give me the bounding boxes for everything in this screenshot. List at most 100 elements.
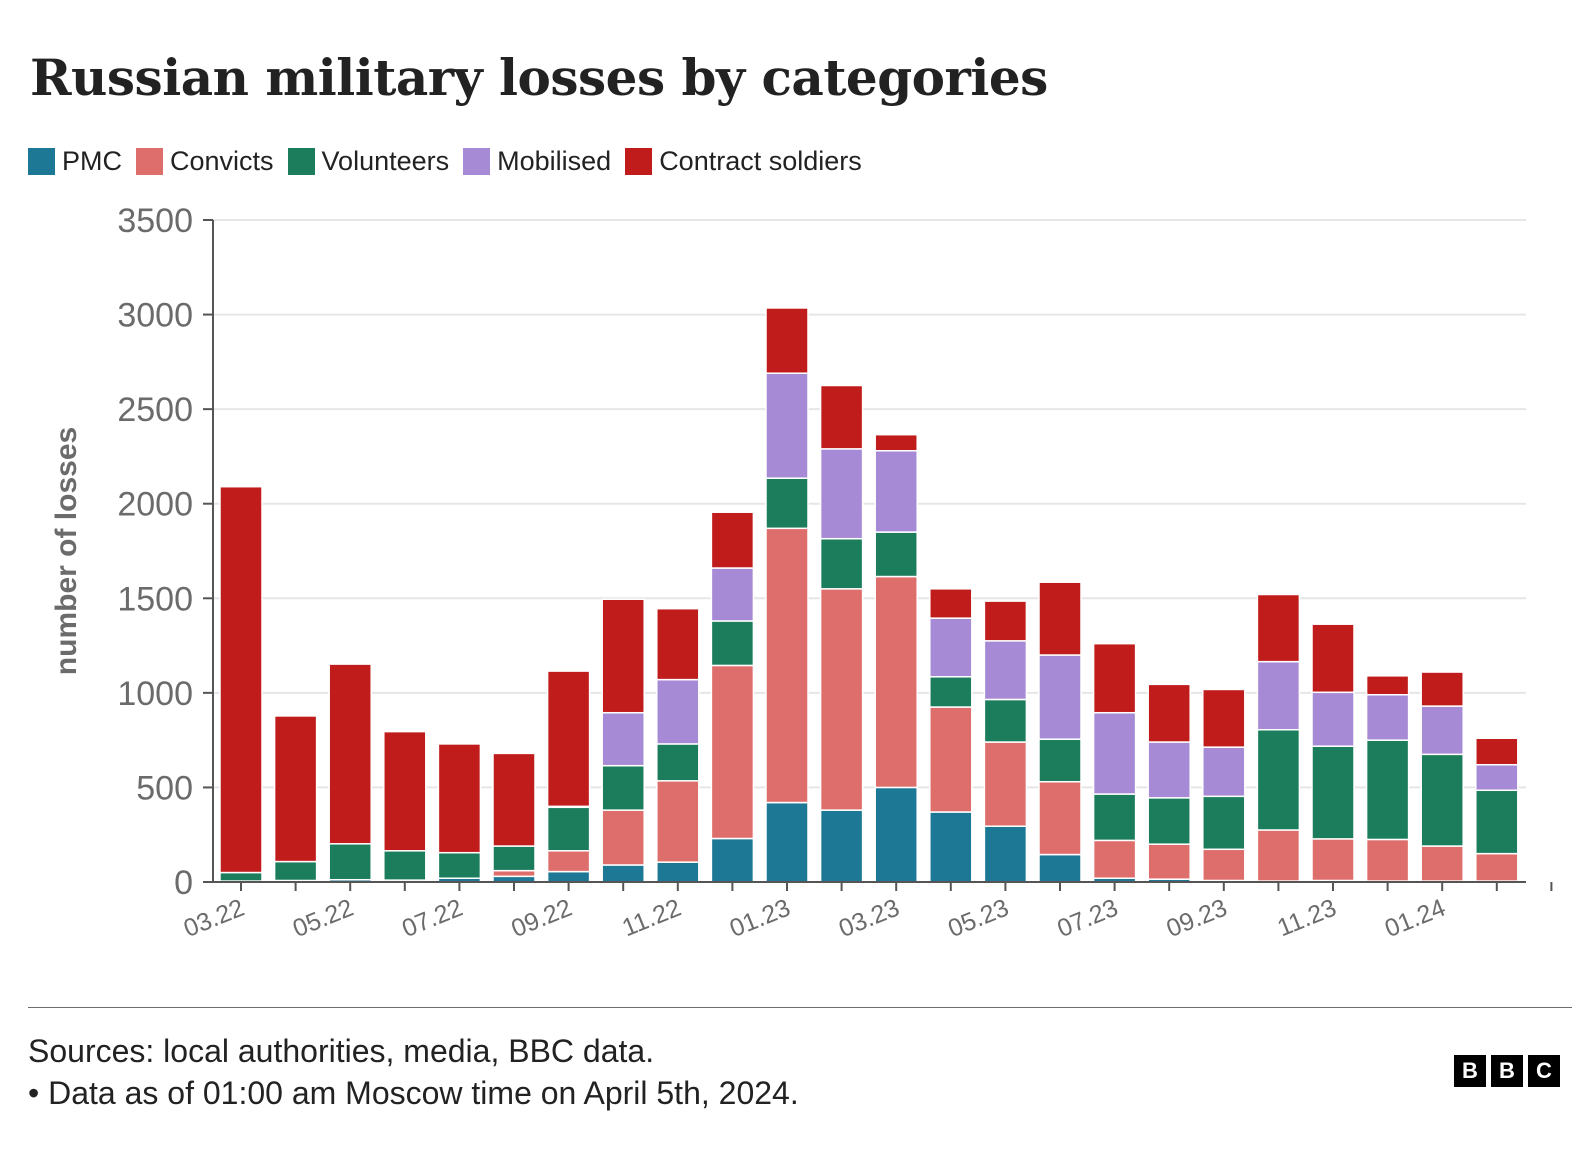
bar-segment-contract-soldiers bbox=[492, 752, 536, 847]
bar-segment-volunteers bbox=[1092, 793, 1137, 842]
bar-segment-convicts bbox=[1420, 845, 1464, 882]
legend-label-contract-soldiers: Contract soldiers bbox=[659, 146, 862, 176]
bar-segment-contract-soldiers bbox=[601, 598, 645, 714]
bar-segment-volunteers bbox=[546, 806, 591, 852]
bar-segment-mobilised bbox=[1147, 741, 1191, 799]
bar-segment-pmc bbox=[765, 801, 809, 883]
x-tick-label: 05.23 bbox=[944, 894, 1012, 943]
bbc-logo-letter: C bbox=[1528, 1055, 1560, 1087]
bar-segment-volunteers bbox=[328, 843, 372, 881]
bar-segment-volunteers bbox=[983, 698, 1028, 743]
bar-segment-contract-soldiers bbox=[1038, 581, 1082, 656]
bar-segment-volunteers bbox=[1420, 753, 1464, 847]
bbc-logo-letter: B bbox=[1491, 1055, 1523, 1087]
bar-segment-pmc bbox=[656, 861, 700, 883]
bar-segment-mobilised bbox=[1365, 693, 1410, 741]
x-tick-label: 11.23 bbox=[1273, 894, 1340, 943]
legend-label-convicts: Convicts bbox=[170, 146, 274, 176]
chart-title: Russian military losses by categories bbox=[30, 48, 1048, 107]
bbc-logo: B B C bbox=[1449, 1055, 1560, 1087]
bar-segment-convicts bbox=[1475, 852, 1519, 882]
bar-segment-pmc bbox=[1529, 880, 1574, 883]
bar-segment-volunteers bbox=[1202, 795, 1246, 851]
bar-segment-mobilised bbox=[1311, 691, 1355, 747]
bar-segment-contract-soldiers bbox=[383, 730, 427, 852]
bar-segment-contract-soldiers bbox=[1311, 623, 1355, 694]
bar-segment-volunteers bbox=[656, 743, 700, 782]
bar-segment-convicts bbox=[874, 575, 918, 789]
bar-segment-volunteers bbox=[219, 871, 263, 882]
bar-segment-convicts bbox=[765, 527, 809, 804]
legend-swatch-convicts bbox=[136, 148, 163, 175]
bar-segment-volunteers bbox=[929, 676, 973, 708]
legend: PMC Convicts Volunteers Mobilised Contra… bbox=[28, 146, 876, 177]
bar-segment-contract-soldiers bbox=[328, 663, 372, 845]
bar-segment-contract-soldiers bbox=[929, 588, 973, 619]
bar-segment-convicts bbox=[710, 664, 755, 840]
bar-segment-contract-soldiers bbox=[765, 307, 809, 374]
bar-segment-pmc bbox=[1038, 853, 1082, 883]
bar-segment-contract-soldiers bbox=[1365, 675, 1410, 696]
x-tick-label: 01.24 bbox=[1381, 894, 1450, 943]
y-tick-label: 1000 bbox=[117, 675, 193, 713]
bar-segment-volunteers bbox=[1256, 728, 1301, 831]
bar-segment-convicts bbox=[929, 706, 973, 813]
bar-segment-contract-soldiers bbox=[273, 715, 318, 863]
x-tick-label: 09.23 bbox=[1163, 894, 1231, 943]
bar-segment-convicts bbox=[1147, 843, 1191, 880]
bar-segment-mobilised bbox=[1420, 705, 1464, 756]
bar-segment-volunteers bbox=[1147, 797, 1191, 845]
bar-segment-mobilised bbox=[1202, 746, 1246, 798]
bar-segment-contract-soldiers bbox=[1202, 688, 1246, 748]
sources-text: Sources: local authorities, media, BBC d… bbox=[28, 1033, 655, 1069]
bar-segment-mobilised bbox=[765, 372, 809, 479]
bar-segment-convicts bbox=[983, 741, 1028, 827]
x-tick-label: 05.22 bbox=[289, 894, 357, 943]
bar-segment-convicts bbox=[601, 809, 645, 866]
bar-segment-convicts bbox=[819, 588, 864, 811]
bar-segment-contract-soldiers bbox=[1147, 683, 1191, 743]
bar-segment-convicts bbox=[1311, 838, 1355, 882]
data-note-text: • Data as of 01:00 am Moscow time on Apr… bbox=[28, 1075, 799, 1111]
bar-segment-contract-soldiers bbox=[874, 433, 918, 452]
y-tick-label: 3000 bbox=[117, 297, 193, 335]
bar-segment-mobilised bbox=[1092, 711, 1137, 795]
legend-label-mobilised: Mobilised bbox=[497, 146, 612, 176]
bbc-logo-letter: B bbox=[1454, 1055, 1486, 1087]
bar-segment-mobilised bbox=[656, 678, 700, 745]
legend-item-volunteers: Volunteers bbox=[287, 146, 449, 177]
bar-segment-mobilised bbox=[983, 640, 1028, 701]
bar-segment-volunteers bbox=[1038, 738, 1082, 783]
bar-segment-pmc bbox=[546, 870, 591, 883]
bar-segment-volunteers bbox=[437, 851, 482, 879]
bar-segment-volunteers bbox=[1475, 789, 1519, 855]
bar-segment-convicts bbox=[1092, 839, 1137, 879]
gridlines bbox=[213, 219, 1526, 789]
bar-segment-contract-soldiers bbox=[1420, 671, 1464, 707]
bar-segment-convicts bbox=[1038, 781, 1082, 856]
bar-segment-convicts bbox=[546, 850, 591, 873]
legend-label-pmc: PMC bbox=[62, 146, 122, 176]
bar-segment-mobilised bbox=[710, 567, 755, 622]
bar-segment-convicts bbox=[492, 869, 536, 878]
bar-segment-mobilised bbox=[1256, 660, 1301, 731]
bar-segment-contract-soldiers bbox=[656, 607, 700, 681]
bar-segment-volunteers bbox=[1365, 739, 1410, 841]
bar-segment-mobilised bbox=[601, 711, 645, 767]
bar-segment-convicts bbox=[656, 780, 700, 863]
bar-segment-pmc bbox=[929, 811, 973, 883]
y-tick-label: 2000 bbox=[117, 486, 193, 524]
bar-segment-mobilised bbox=[1475, 763, 1519, 792]
y-tick-label: 500 bbox=[136, 769, 193, 807]
footer: Sources: local authorities, media, BBC d… bbox=[28, 1030, 799, 1114]
y-tick-label: 3500 bbox=[117, 202, 193, 240]
footer-divider bbox=[28, 1007, 1572, 1008]
x-tick-label: 01.23 bbox=[726, 894, 794, 943]
x-tick-label: 09.22 bbox=[507, 894, 575, 943]
bar-segment-volunteers bbox=[601, 764, 645, 811]
bar-segment-contract-soldiers bbox=[710, 511, 755, 569]
bar-segment-volunteers bbox=[383, 850, 427, 881]
bar-segment-volunteers bbox=[492, 845, 536, 872]
bar-segment-volunteers bbox=[819, 537, 864, 590]
